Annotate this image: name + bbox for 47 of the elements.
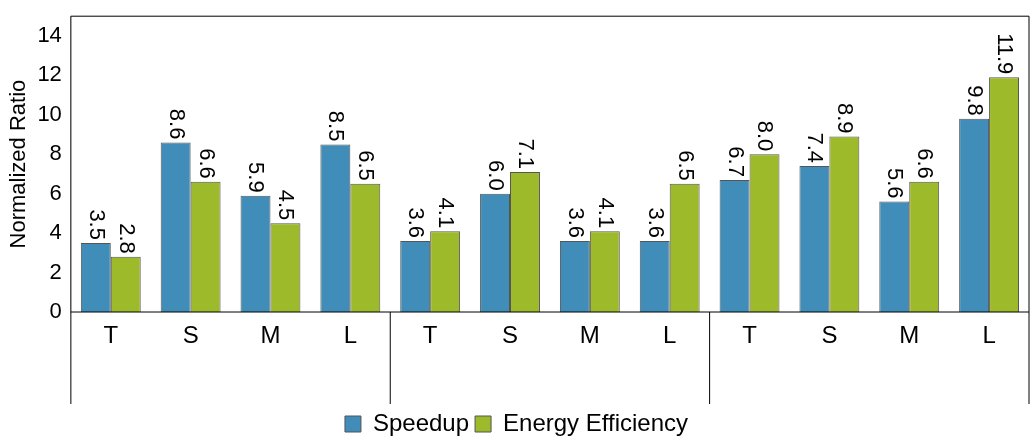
data-label: 6.5 xyxy=(673,150,699,181)
x-tick-label: L xyxy=(982,321,996,349)
y-tick-label: 2 xyxy=(49,258,62,284)
data-label: 4.1 xyxy=(593,197,619,229)
data-label: 6.6 xyxy=(913,148,939,179)
y-tick-label: 10 xyxy=(37,100,62,126)
data-label: 5.6 xyxy=(883,167,909,199)
y-tick-label: 14 xyxy=(37,21,62,47)
data-label: 3.6 xyxy=(643,207,669,239)
data-label: 8.0 xyxy=(753,120,779,152)
data-label: 6.5 xyxy=(354,150,380,181)
y-tick-label: 0 xyxy=(49,298,62,324)
x-tick-label: L xyxy=(663,321,677,349)
data-label: 8.5 xyxy=(324,110,350,142)
data-label: 8.9 xyxy=(833,102,859,134)
data-label: 6.0 xyxy=(483,160,509,191)
data-label: 5.9 xyxy=(244,162,270,193)
data-label: 3.6 xyxy=(404,207,430,239)
y-tick-label: 6 xyxy=(49,179,62,205)
data-label: 8.6 xyxy=(164,108,190,140)
data-label: 4.5 xyxy=(274,189,300,221)
data-label: 9.8 xyxy=(963,85,989,116)
y-axis-title: Normalized Ratio xyxy=(5,79,31,249)
x-tick-label: S xyxy=(821,321,838,349)
y-tick-label: 4 xyxy=(49,219,62,245)
data-label: 6.6 xyxy=(194,148,220,179)
x-tick-label: M xyxy=(260,321,281,349)
legend-label: Energy Efficiency xyxy=(503,408,689,436)
x-tick-label: S xyxy=(502,321,519,349)
x-tick-label: M xyxy=(579,321,600,349)
data-label: 2.8 xyxy=(114,223,140,254)
data-label: 4.1 xyxy=(434,197,460,229)
data-label: 7.4 xyxy=(803,132,829,164)
legend-label: Speedup xyxy=(372,408,470,436)
data-label: 3.6 xyxy=(563,207,589,239)
x-tick-label: L xyxy=(343,321,357,349)
data-label: 3.5 xyxy=(84,209,110,240)
x-tick-label: T xyxy=(742,321,758,349)
x-tick-label: T xyxy=(103,321,119,349)
y-tick-label: 12 xyxy=(37,61,62,87)
x-tick-label: T xyxy=(422,321,438,349)
data-label: 7.1 xyxy=(513,138,539,169)
x-tick-label: S xyxy=(182,321,199,349)
x-tick-label: M xyxy=(899,321,920,349)
y-tick-label: 8 xyxy=(49,140,62,166)
data-label: 6.7 xyxy=(723,146,749,177)
data-label: 11.9 xyxy=(992,33,1018,75)
